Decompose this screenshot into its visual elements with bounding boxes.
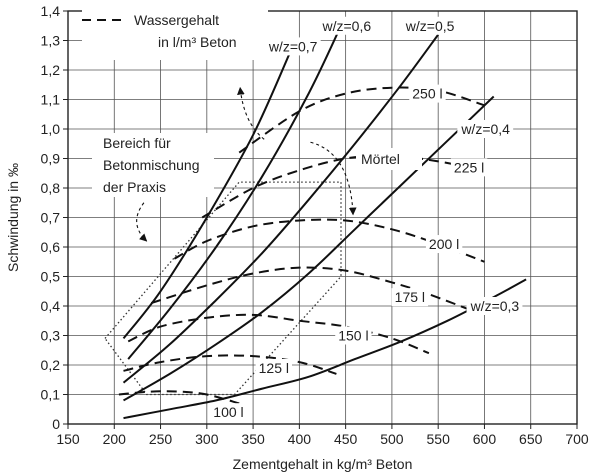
y-axis-label: Schwindung in ‰ — [5, 163, 21, 272]
y-tick-label: 1,1 — [41, 92, 61, 108]
y-tick-label: 1,4 — [41, 3, 61, 19]
wz-curve-07 — [122, 51, 292, 340]
curve-label: 200 l — [429, 236, 459, 252]
curve-label-bg — [255, 358, 293, 377]
wz-curve-05 — [122, 34, 440, 384]
practice-region — [104, 181, 342, 396]
water-curve-200l — [173, 218, 485, 263]
region-note-line-3: der Praxis — [103, 179, 166, 195]
region-annotation-bg — [92, 133, 214, 197]
region-note-line-2: Betonmischung — [103, 157, 200, 173]
axis-ticks: 150 200 250 300 350 400 450 500 550 600 650 700 0 0,1… — [41, 3, 589, 447]
curve-label-bg — [425, 235, 463, 254]
legend-line-2: in l/m³ Beton — [158, 34, 237, 50]
curve-label-bg — [450, 158, 488, 177]
y-tick-label: 0,5 — [41, 269, 61, 285]
curve-label: 125 l — [259, 360, 289, 376]
curve-label: 175 l — [395, 289, 425, 305]
x-tick-label: 150 — [56, 431, 80, 447]
curve-label-bg — [318, 16, 375, 35]
x-tick-label: 450 — [334, 431, 358, 447]
x-tick-label: 700 — [565, 431, 589, 447]
mortar-annotation-bg — [356, 148, 422, 170]
curve-label-bg — [210, 403, 247, 422]
y-tick-label: 1,0 — [41, 121, 61, 137]
water-curve-225l — [201, 154, 485, 219]
x-tick-label: 350 — [241, 431, 265, 447]
mortar-arrow-up — [237, 86, 265, 140]
curve-label-bg — [466, 297, 523, 315]
curve-label: w/z=0,5 — [405, 18, 455, 34]
curve-label-bg — [335, 326, 372, 345]
y-tick-label: 1,2 — [41, 62, 61, 78]
y-tick-label: 0,8 — [41, 180, 61, 196]
y-tick-label: 0,4 — [41, 298, 61, 314]
curve-label: w/z=0,6 — [322, 18, 372, 34]
water-content-curves — [118, 86, 485, 405]
mortar-label: Mörtel — [361, 151, 400, 167]
y-tick-label: 0,1 — [41, 387, 61, 403]
wz-curve-06 — [127, 25, 342, 360]
x-tick-label: 300 — [195, 431, 219, 447]
y-tick-label: 1,3 — [41, 33, 61, 49]
curve-label-bg — [391, 288, 429, 307]
curve-label-bg — [457, 120, 514, 138]
y-tick-label: 0 — [52, 416, 60, 432]
region-annotation: Bereich für Betonmischung der Praxis — [92, 133, 214, 197]
x-tick-label: 600 — [473, 431, 497, 447]
water-curve-125l — [123, 354, 337, 375]
legend-bg — [82, 8, 268, 60]
x-tick-label: 200 — [103, 431, 127, 447]
curve-label: w/z=0,3 — [470, 298, 520, 314]
curve-label: w/z=0,4 — [460, 121, 510, 137]
plot-frame — [67, 10, 578, 425]
x-tick-label: 250 — [149, 431, 173, 447]
y-tick-label: 0,6 — [41, 239, 61, 255]
curve-label: 150 l — [338, 328, 368, 344]
curve-labels: w/z=0,7w/z=0,6 w/z=0,5 w/z=0,4 w/z=0,3 250 l… — [210, 16, 523, 422]
practice-region-outline — [104, 181, 342, 396]
curve-label-bg — [409, 84, 446, 103]
legend: Wassergehalt in l/m³ Beton — [82, 8, 268, 60]
water-curve-100l — [118, 390, 240, 405]
mortar-annotation: Mörtel — [356, 148, 422, 170]
curve-label-bg — [264, 37, 321, 56]
x-tick-label: 550 — [427, 431, 451, 447]
mortar-arrow-down — [310, 141, 357, 216]
curve-label-bg — [401, 16, 458, 35]
curve-label: 100 l — [213, 404, 243, 420]
curve-label: w/z=0,7 — [268, 38, 318, 54]
curve-label: 250 l — [412, 86, 442, 102]
wz-curve-04 — [123, 95, 495, 402]
region-note-line-1: Bereich für — [103, 135, 171, 151]
x-tick-label: 500 — [380, 431, 404, 447]
y-tick-label: 0,9 — [41, 151, 61, 167]
x-tick-label: 650 — [519, 431, 543, 447]
y-tick-label: 0,2 — [41, 357, 61, 373]
y-tick-label: 0,7 — [41, 210, 61, 226]
x-axis-label: Zementgehalt in kg/m³ Beton — [233, 456, 413, 472]
wz-ratio-curves — [122, 25, 527, 420]
water-curve-150l — [127, 313, 430, 355]
legend-line-1: Wassergehalt — [134, 12, 219, 28]
curve-label: 225 l — [454, 159, 484, 175]
y-tick-label: 0,3 — [41, 328, 61, 344]
x-tick-label: 400 — [288, 431, 312, 447]
